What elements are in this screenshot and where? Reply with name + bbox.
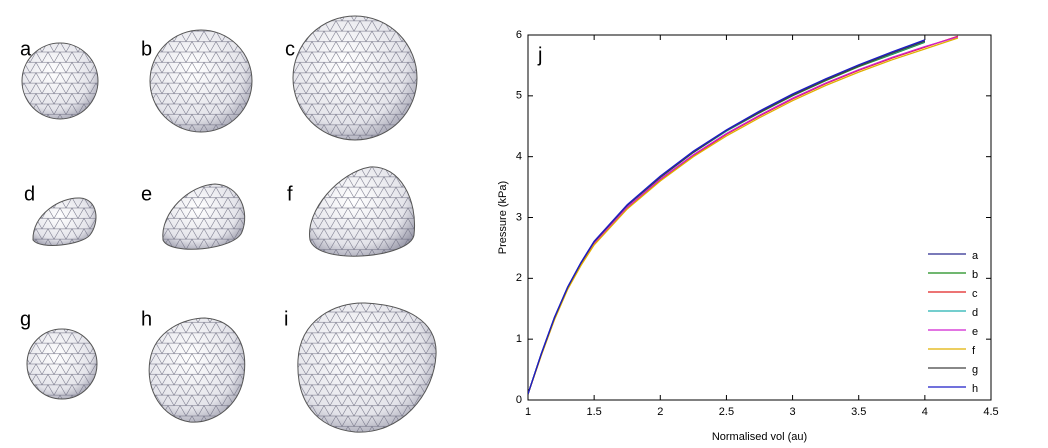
legend-label: d <box>972 307 978 319</box>
panel-label: h <box>141 308 152 330</box>
panel-label: j <box>537 44 542 66</box>
mesh-d <box>32 197 97 246</box>
y-tick-label: 2 <box>516 272 522 284</box>
legend-label: e <box>972 326 978 338</box>
y-tick-label: 0 <box>516 394 522 406</box>
series-line <box>528 40 926 395</box>
mesh-f <box>309 166 416 257</box>
x-tick-label: 3.5 <box>851 406 866 418</box>
legend-label: b <box>972 269 978 281</box>
panel-label: d <box>24 183 35 205</box>
y-tick-label: 1 <box>516 333 522 345</box>
series-line <box>528 39 926 395</box>
x-tick-label: 4 <box>922 406 928 418</box>
mesh-i <box>297 302 437 433</box>
plot-frame <box>527 34 992 401</box>
panel-label: g <box>20 308 31 330</box>
series-line <box>528 40 926 395</box>
series-line <box>528 35 959 395</box>
mesh-b <box>149 29 253 133</box>
mesh-c <box>292 15 418 141</box>
x-tick-label: 1.5 <box>586 406 601 418</box>
legend-label: h <box>972 383 978 395</box>
mesh-e <box>162 183 246 250</box>
y-tick-label: 5 <box>516 90 522 102</box>
legend-label: g <box>972 364 978 376</box>
panel-label: a <box>20 38 32 60</box>
y-axis-label: Pressure (kPa) <box>497 181 509 254</box>
legend-label: f <box>972 345 976 357</box>
panel-label: e <box>141 183 152 205</box>
mesh-shapes <box>21 15 437 433</box>
x-tick-label: 4.5 <box>983 406 998 418</box>
x-tick-label: 1 <box>525 406 531 418</box>
panel-label: f <box>287 183 293 205</box>
series-line <box>528 41 926 395</box>
panel-label: i <box>284 308 288 330</box>
mesh-h <box>148 317 246 423</box>
y-tick-label: 6 <box>516 29 522 41</box>
x-axis-label: Normalised vol (au) <box>712 431 807 443</box>
series-line <box>528 36 959 395</box>
legend-label: a <box>972 250 979 262</box>
panel-label: c <box>285 38 295 60</box>
legend-label: c <box>972 288 978 300</box>
series-line <box>528 41 926 395</box>
mesh-a <box>21 42 99 120</box>
plot-lines <box>528 35 959 395</box>
panel-label: b <box>141 38 152 60</box>
mesh-g <box>26 328 98 400</box>
x-tick-label: 2.5 <box>719 406 734 418</box>
series-line <box>528 37 959 395</box>
y-tick-label: 3 <box>516 211 522 223</box>
x-tick-label: 3 <box>790 406 796 418</box>
y-tick-label: 4 <box>516 151 522 163</box>
x-tick-label: 2 <box>657 406 663 418</box>
